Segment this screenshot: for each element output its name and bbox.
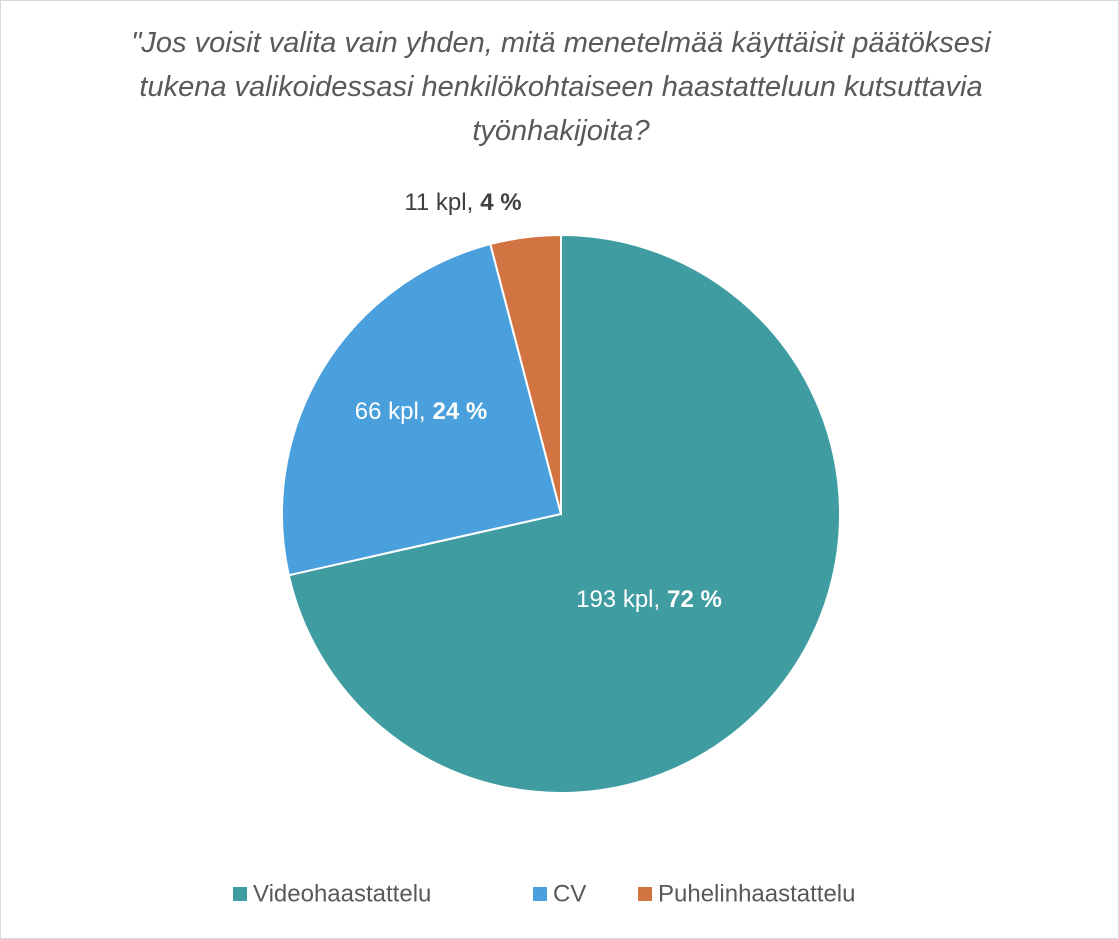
data-label: 11 kpl, 4 % bbox=[404, 189, 521, 216]
data-label-percent: 24 % bbox=[433, 398, 488, 425]
data-label-count: 66 kpl, bbox=[355, 398, 426, 425]
chart-title: "Jos voisit valita vain yhden, mitä mene… bbox=[131, 27, 991, 147]
pie-slice bbox=[489, 233, 562, 515]
data-label-percent: 4 % bbox=[480, 189, 521, 216]
data-label-count: 11 kpl, bbox=[404, 189, 473, 216]
data-label-count: 193 kpl, bbox=[576, 586, 660, 613]
pie-slice bbox=[281, 242, 563, 577]
legend-label: Puhelinhaastattelu bbox=[658, 880, 855, 907]
pie-slice bbox=[287, 233, 841, 794]
legend-swatch bbox=[638, 887, 652, 901]
data-label-percent: 72 % bbox=[667, 586, 722, 613]
legend-swatch bbox=[233, 887, 247, 901]
legend-swatch bbox=[533, 887, 547, 901]
data-label: 193 kpl, 72 % bbox=[576, 586, 722, 613]
legend-label: CV bbox=[553, 880, 586, 907]
data-label: 66 kpl, 24 % bbox=[355, 398, 487, 425]
legend-label: Videohaastattelu bbox=[253, 880, 431, 907]
